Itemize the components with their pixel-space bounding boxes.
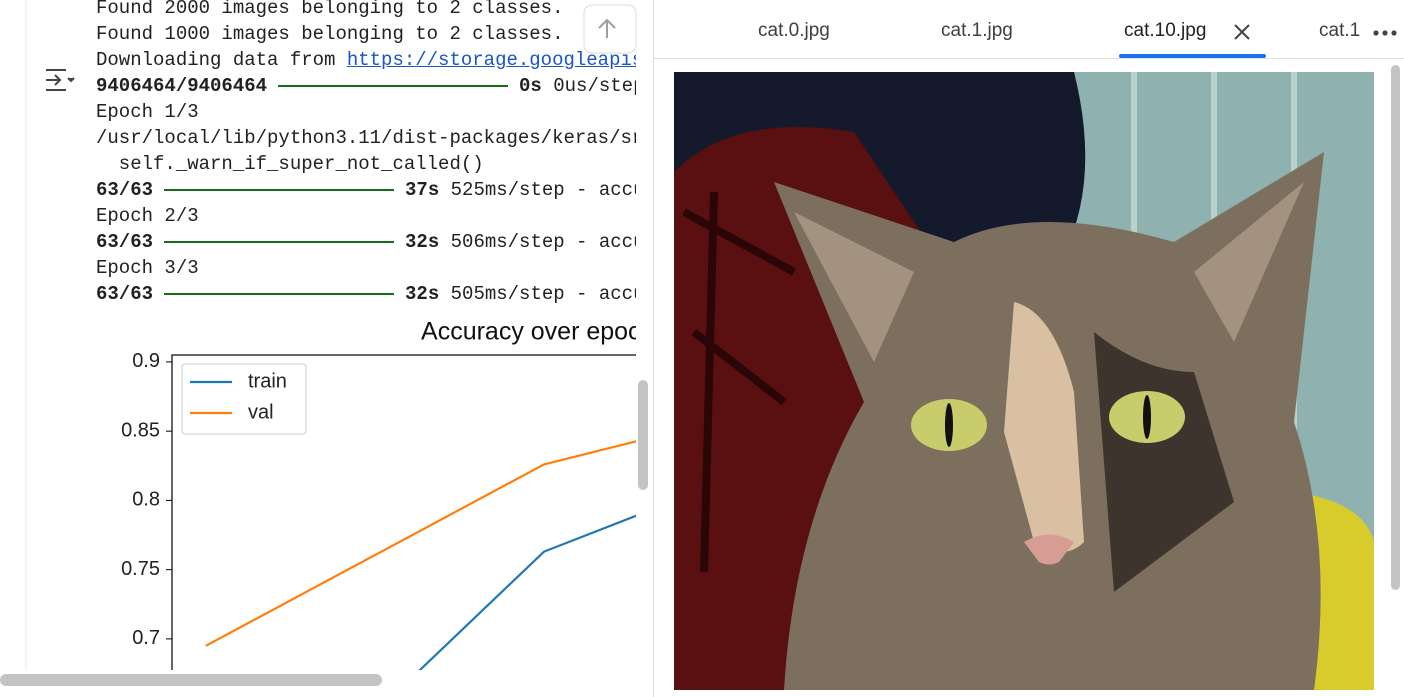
output-line: Epoch 1/3 xyxy=(96,99,636,125)
output-text: Found 1000 images belonging to 2 classes… xyxy=(96,23,564,45)
chart: Accuracy over epochs 0.550.60.650.70.750… xyxy=(0,0,652,686)
step-time: 0s xyxy=(519,75,542,97)
scroll-top-button[interactable] xyxy=(583,4,637,54)
y-tick-label: 0.9 xyxy=(132,350,160,372)
output-text: Epoch 3/3 xyxy=(96,257,199,279)
close-tab[interactable] xyxy=(1232,22,1252,42)
output-text: /usr/local/lib/python3.11/dist-packages/… xyxy=(96,127,636,149)
tab[interactable]: cat.1 xyxy=(1319,20,1361,41)
tab-indicator xyxy=(1119,54,1266,58)
h-scrollbar[interactable] xyxy=(0,674,382,686)
progress-bar xyxy=(164,188,395,191)
series-line xyxy=(205,440,636,647)
y-tick-label: 0.85 xyxy=(121,419,160,441)
step-info: 525ms/step - accuracy xyxy=(450,179,636,201)
legend xyxy=(181,363,307,435)
output-text: Downloading data from xyxy=(96,49,347,71)
step-time: 37s xyxy=(405,179,440,201)
output-text: self._warn_if_super_not_called() xyxy=(96,153,484,175)
output-line: 63/63 32s 505ms/step - accuracy xyxy=(96,281,636,305)
step-time: 32s xyxy=(405,231,440,253)
viewer-panel: cat.0.jpg cat.1.jpg cat.10.jpg cat.1 xyxy=(654,0,1404,697)
output-toggle[interactable] xyxy=(46,69,75,91)
y-tick-label: 0.75 xyxy=(121,558,160,580)
step-info: 506ms/step - accuracy xyxy=(450,231,636,253)
more-tabs[interactable] xyxy=(1372,28,1400,38)
step-count: 63/63 xyxy=(96,283,154,305)
y-tick-label: 0.8 xyxy=(132,489,160,511)
output-line: Found 2000 images belonging to 2 classes… xyxy=(96,0,636,21)
arrow-icon xyxy=(598,18,616,38)
output-line: Downloading data from https://storage.go… xyxy=(96,47,636,73)
tab-border xyxy=(654,58,1404,59)
output-line: /usr/local/lib/python3.11/dist-packages/… xyxy=(96,125,636,151)
output-line: self._warn_if_super_not_called() xyxy=(96,151,636,177)
step-count: 63/63 xyxy=(96,231,154,253)
axes-frame xyxy=(171,354,636,670)
output-line: Found 1000 images belonging to 2 classes… xyxy=(96,21,636,47)
output-line: Epoch 2/3 xyxy=(96,203,636,229)
series-line xyxy=(418,514,636,670)
output-text: Found 2000 images belonging to 2 classes… xyxy=(96,0,564,19)
cell-output: Found 2000 images belonging to 2 classes… xyxy=(96,0,636,305)
y-tick-label: 0.7 xyxy=(132,627,160,649)
progress-bar xyxy=(164,240,395,243)
link[interactable]: https://storage.googleapis.com/tensorflo… xyxy=(346,49,636,71)
tab[interactable]: cat.0.jpg xyxy=(758,20,830,41)
output-line: 63/63 32s 506ms/step - accuracy xyxy=(96,229,636,255)
output-line: 9406464/9406464 0s 0us/step xyxy=(96,73,636,99)
legend-label: val xyxy=(248,401,274,423)
progress-bar xyxy=(278,84,509,87)
output-text: Epoch 2/3 xyxy=(96,205,199,227)
tab[interactable]: cat.1.jpg xyxy=(941,20,1013,41)
chart-area: Accuracy over epochs 0.550.60.650.70.750… xyxy=(121,318,652,670)
output-line: Epoch 3/3 xyxy=(96,255,636,281)
step-info: 505ms/step - accuracy xyxy=(450,283,636,305)
legend-label: train xyxy=(248,370,287,392)
step-count: 9406464/9406464 xyxy=(96,75,268,97)
output-text: Epoch 1/3 xyxy=(96,101,199,123)
image-cat xyxy=(674,72,1374,690)
chart-title: Accuracy over epochs xyxy=(421,318,652,346)
output-line: 63/63 37s 525ms/step - accuracy xyxy=(96,177,636,203)
v-scrollbar[interactable] xyxy=(1391,65,1400,590)
step-count: 63/63 xyxy=(96,179,154,201)
step-info: 0us/step xyxy=(553,75,636,97)
progress-bar xyxy=(164,292,395,295)
divider xyxy=(653,0,654,697)
step-time: 32s xyxy=(405,283,440,305)
tab-active[interactable]: cat.10.jpg xyxy=(1124,20,1207,41)
v-scrollbar[interactable] xyxy=(638,380,648,490)
